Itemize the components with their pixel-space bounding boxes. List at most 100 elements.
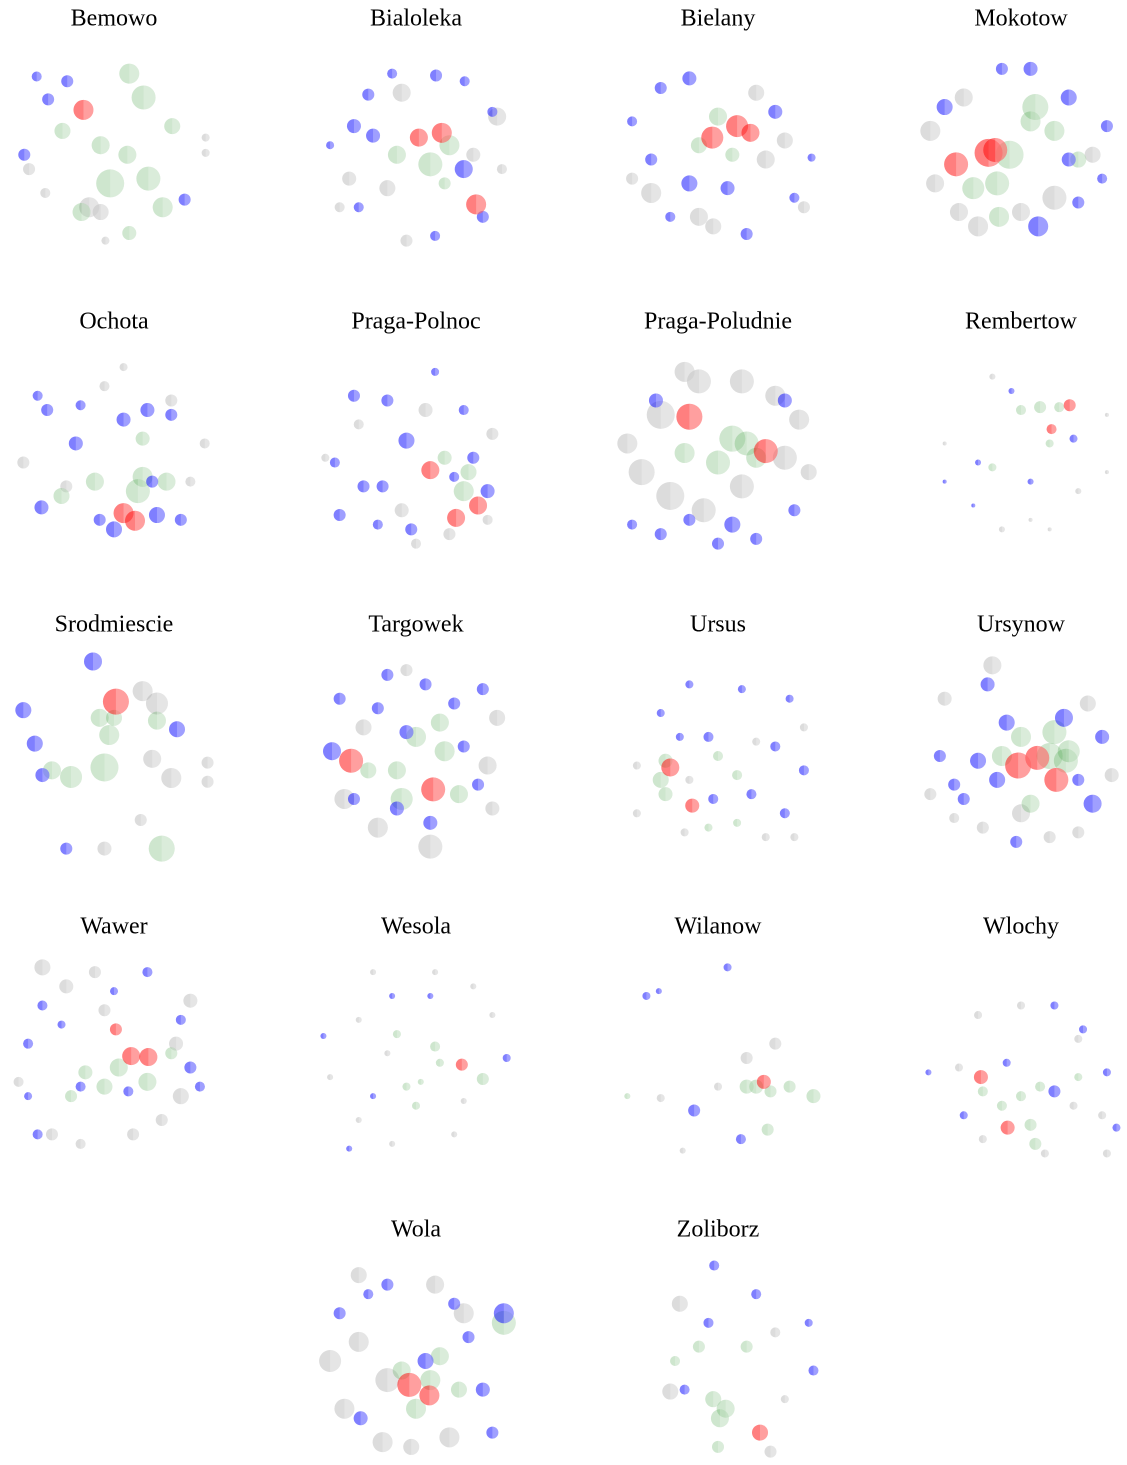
bubble-half [799, 409, 810, 430]
bubble-half [775, 1037, 782, 1050]
bubble-half [478, 778, 485, 791]
bubble-half [180, 1014, 186, 1025]
bubble-half [741, 685, 746, 694]
bubble-half [454, 471, 460, 482]
bubble [60, 842, 73, 855]
bubble [654, 528, 667, 541]
bubble [164, 118, 181, 135]
bubble-half [34, 735, 43, 752]
bubble [400, 664, 413, 677]
bubble-half [135, 510, 145, 531]
bubble-half [349, 171, 357, 186]
bubble-half [353, 389, 360, 402]
bubble-half [358, 1331, 369, 1352]
bubble [989, 373, 996, 380]
bubble [739, 1079, 754, 1094]
bubble [123, 1086, 134, 1097]
bubble-half [1111, 768, 1119, 783]
bubble-half [396, 145, 406, 164]
bubble [459, 76, 470, 87]
bubble-half [127, 145, 137, 164]
bubble [681, 175, 698, 192]
bubble-half [997, 171, 1010, 196]
bubble [342, 171, 357, 186]
panel-title: Bielany [681, 6, 756, 32]
bubble-half [171, 394, 178, 407]
bubble-half [358, 419, 364, 430]
bubble-half [698, 369, 711, 394]
bubble-half [48, 93, 55, 106]
bubble [1028, 517, 1033, 522]
bubble [127, 1128, 140, 1141]
bubble [41, 404, 54, 417]
bubble-half [373, 128, 381, 143]
bubble [183, 993, 198, 1008]
bubble-half [1092, 794, 1102, 813]
bubble-half [684, 828, 689, 837]
bubble [348, 1331, 369, 1352]
bubble [392, 1030, 401, 1039]
bubble-half [775, 741, 781, 752]
bubble [962, 177, 985, 200]
bubble [944, 152, 969, 177]
bubble-half [430, 834, 443, 859]
bubble [31, 71, 42, 82]
bubble [617, 433, 638, 454]
bubble [370, 969, 377, 976]
bubble-half [454, 697, 461, 710]
bubble-half [147, 403, 155, 418]
bubble-half [1087, 695, 1096, 712]
bubble-half [66, 979, 74, 994]
bubble-half [1054, 185, 1067, 210]
bubble [654, 81, 667, 94]
bubble-half [332, 742, 341, 761]
bubble [457, 740, 470, 753]
bubble [75, 400, 86, 411]
bubble [375, 1368, 400, 1393]
panel: Bialoleka [326, 6, 507, 247]
bubble-half [794, 833, 799, 842]
bubble [957, 792, 970, 805]
bubble-half [89, 197, 100, 218]
bubble-half [641, 459, 655, 486]
bubble [405, 523, 418, 536]
bubble-half [1030, 794, 1040, 813]
bubble-half [963, 1111, 968, 1120]
bubble-half [767, 1123, 774, 1136]
bubble-half [973, 503, 976, 508]
bubble-half [995, 138, 1008, 162]
bubble [710, 1409, 729, 1428]
bubble [96, 1078, 113, 1095]
bubble [1035, 1081, 1046, 1092]
bubble [476, 210, 489, 223]
bubble-half [675, 1356, 681, 1366]
bubble-half [330, 1350, 342, 1372]
bubble-half [80, 1081, 86, 1092]
bubble [432, 969, 439, 976]
bubble-half [689, 175, 698, 192]
bubble-half [47, 404, 54, 417]
bubble-half [382, 1432, 393, 1453]
bubble-half [1116, 1123, 1121, 1132]
bubble-half [162, 197, 173, 218]
bubble [1043, 831, 1056, 844]
bubble-half [760, 1424, 768, 1441]
bubble-half [51, 761, 61, 780]
bubble-half [392, 992, 396, 999]
bubble-half [978, 459, 982, 466]
bubble [970, 752, 987, 769]
bubble [161, 767, 182, 788]
bubble-half [353, 792, 360, 805]
bubble-half [487, 756, 497, 775]
bubble-half [396, 1030, 401, 1039]
bubble [1042, 720, 1067, 745]
bubble-half [1021, 1001, 1025, 1010]
bubble-half [334, 457, 340, 468]
bubble [448, 697, 461, 710]
panel: Targowek [323, 612, 506, 859]
bubble-half [368, 762, 377, 779]
bubble [799, 723, 808, 732]
bubble [399, 725, 414, 740]
bubble-half [679, 1295, 688, 1312]
bubble-half [770, 1085, 777, 1098]
